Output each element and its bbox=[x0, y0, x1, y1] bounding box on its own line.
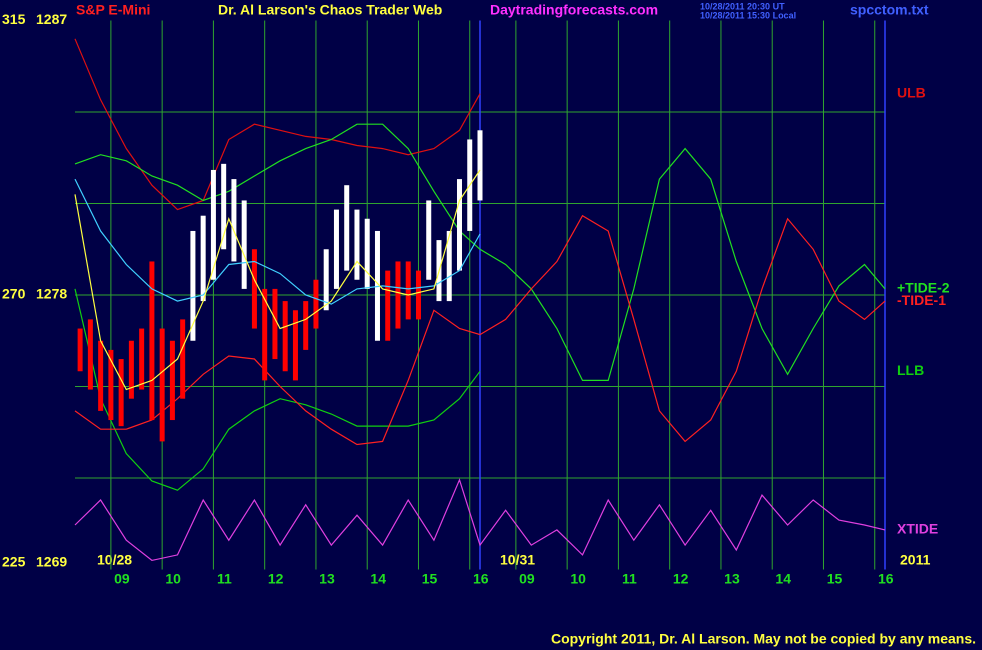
price-bar bbox=[364, 218, 370, 289]
y2-tick-label: 315 bbox=[2, 11, 26, 27]
series-line bbox=[74, 169, 481, 391]
chart-title: S&P E-Mini bbox=[76, 2, 150, 18]
price-bar bbox=[108, 349, 114, 421]
price-bar bbox=[159, 328, 165, 442]
date-label: 10/31 bbox=[500, 552, 535, 568]
price-bar bbox=[118, 359, 124, 427]
chart-subtitle: Dr. Al Larson's Chaos Trader Web bbox=[218, 2, 442, 18]
price-bar bbox=[210, 169, 216, 280]
price-bar bbox=[446, 230, 452, 302]
series-line bbox=[74, 478, 886, 562]
price-bar bbox=[395, 261, 401, 329]
timestamp: 10/28/2011 20:30 UT bbox=[700, 1, 785, 11]
x-tick-label: 15 bbox=[827, 571, 843, 587]
price-bar bbox=[190, 230, 196, 341]
y-tick-label: 1287 bbox=[36, 11, 67, 27]
x-tick-label: 09 bbox=[114, 571, 130, 587]
series-label: XTIDE bbox=[897, 521, 938, 537]
price-bar bbox=[354, 209, 360, 280]
price-bar bbox=[231, 179, 237, 262]
price-bar bbox=[292, 310, 298, 381]
timestamp: 10/28/2011 15:30 Local bbox=[700, 10, 796, 20]
x-tick-label: 13 bbox=[724, 571, 740, 587]
price-bar bbox=[180, 319, 186, 399]
x-tick-label: 12 bbox=[673, 571, 689, 587]
price-bar bbox=[323, 249, 329, 311]
price-bar bbox=[262, 288, 268, 381]
price-bar bbox=[221, 163, 227, 250]
series-label: +TIDE-2 bbox=[897, 280, 950, 296]
x-tick-label: 16 bbox=[473, 571, 489, 587]
price-bar bbox=[426, 200, 432, 280]
x-tick-label: 10 bbox=[165, 571, 181, 587]
x-tick-label: 16 bbox=[878, 571, 894, 587]
series-line bbox=[74, 178, 481, 305]
x-tick-label: 13 bbox=[319, 571, 335, 587]
price-bar bbox=[374, 230, 380, 341]
price-bar bbox=[415, 270, 421, 320]
price-bar bbox=[169, 340, 175, 421]
y2-tick-label: 270 bbox=[2, 286, 26, 302]
price-bar bbox=[98, 340, 104, 411]
date-label: 2011 bbox=[900, 552, 931, 568]
price-bar bbox=[456, 179, 462, 271]
x-tick-label: 14 bbox=[370, 571, 386, 587]
price-bar bbox=[333, 209, 339, 289]
price-bar bbox=[200, 215, 206, 302]
series-line bbox=[74, 214, 886, 446]
file-name: spcctom.txt bbox=[850, 2, 929, 18]
x-tick-label: 10 bbox=[570, 571, 586, 587]
y-tick-label: 1269 bbox=[36, 554, 67, 570]
price-bar bbox=[313, 279, 319, 329]
price-bar bbox=[282, 301, 288, 372]
price-bar bbox=[128, 340, 134, 399]
price-bar bbox=[405, 261, 411, 320]
price-bar bbox=[385, 270, 391, 341]
series-label: ULB bbox=[897, 84, 926, 100]
series-line bbox=[74, 38, 481, 211]
price-bar bbox=[272, 288, 278, 360]
y2-tick-label: 225 bbox=[2, 554, 26, 570]
series-label: -TIDE-1 bbox=[897, 292, 946, 308]
copyright: Copyright 2011, Dr. Al Larson. May not b… bbox=[551, 631, 976, 647]
price-bar bbox=[241, 200, 247, 289]
site-name: Daytradingforecasts.com bbox=[490, 2, 658, 18]
x-tick-label: 14 bbox=[775, 571, 791, 587]
series-line bbox=[74, 288, 481, 491]
price-bar bbox=[77, 328, 83, 372]
x-tick-label: 09 bbox=[519, 571, 535, 587]
price-bar bbox=[303, 301, 309, 350]
date-label: 10/28 bbox=[97, 552, 132, 568]
x-tick-label: 11 bbox=[622, 571, 637, 587]
price-bar bbox=[149, 261, 155, 421]
x-tick-label: 11 bbox=[217, 571, 232, 587]
y-tick-label: 1278 bbox=[36, 286, 67, 302]
price-bar bbox=[251, 249, 257, 329]
price-bar bbox=[139, 328, 145, 390]
price-bar bbox=[87, 319, 93, 390]
x-tick-label: 15 bbox=[422, 571, 438, 587]
price-bar bbox=[344, 185, 350, 271]
x-tick-label: 12 bbox=[268, 571, 284, 587]
series-label: LLB bbox=[897, 362, 924, 378]
price-bar bbox=[477, 130, 483, 201]
